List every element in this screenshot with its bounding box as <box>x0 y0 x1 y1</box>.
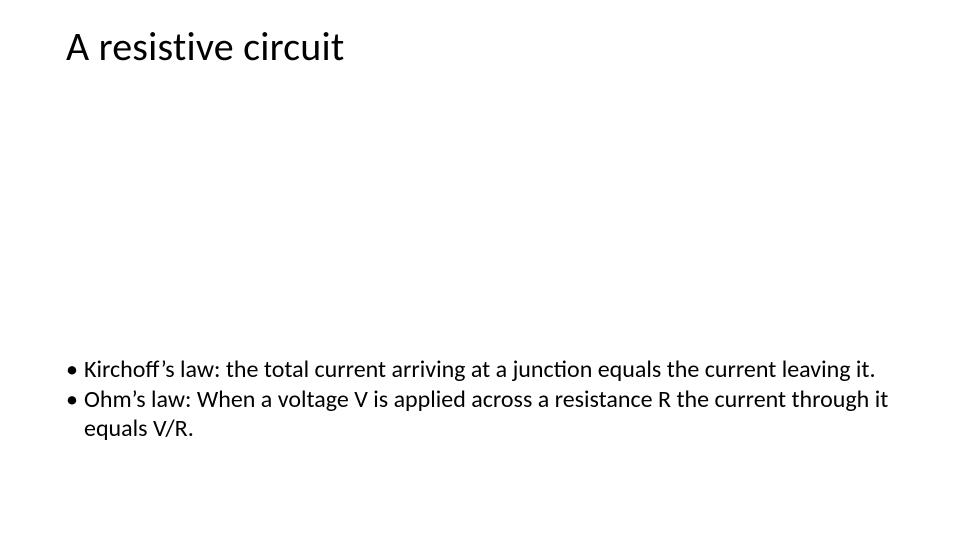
bullet-text: Kirchoff’s law: the total current arrivi… <box>84 356 900 384</box>
list-item: • Kirchoff’s law: the total current arri… <box>66 356 900 384</box>
slide: A resistive circuit • Kirchoff’s law: th… <box>0 0 960 540</box>
list-item: • Ohm’s law: When a voltage V is applied… <box>66 386 900 443</box>
slide-body: • Kirchoff’s law: the total current arri… <box>66 356 900 445</box>
bullet-text: Ohm’s law: When a voltage V is applied a… <box>84 386 900 443</box>
bullet-icon: • <box>66 386 84 414</box>
bullet-icon: • <box>66 356 84 384</box>
slide-title: A resistive circuit <box>66 22 345 71</box>
